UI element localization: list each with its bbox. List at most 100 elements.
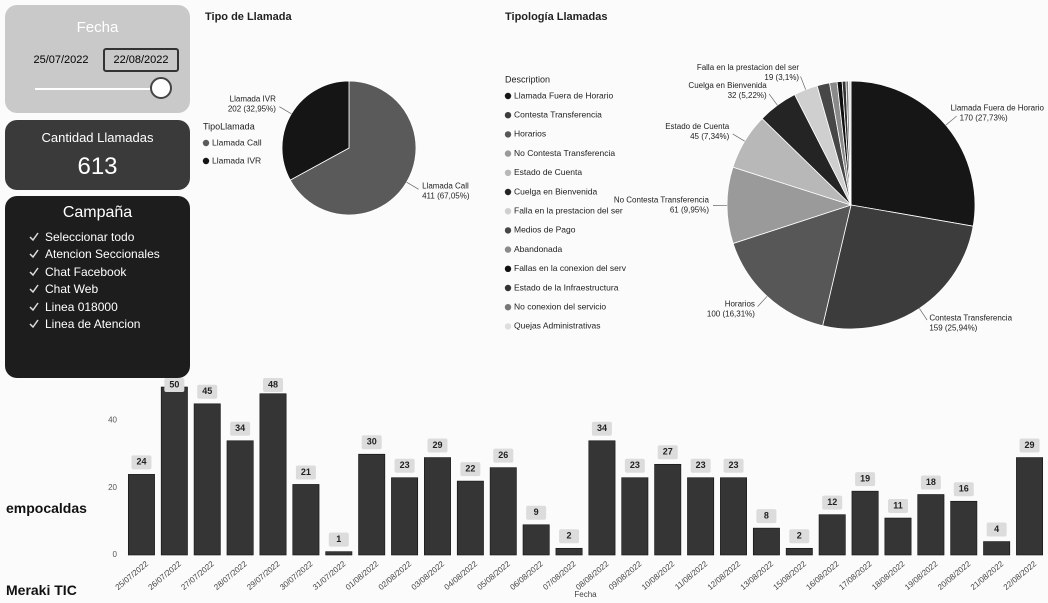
logo: empocaldas	[6, 500, 87, 516]
label-box	[591, 421, 612, 436]
data-label: 45	[202, 386, 212, 396]
x-tick-label: 12/08/2022	[706, 559, 743, 592]
bar	[851, 490, 879, 556]
label-box	[230, 421, 251, 436]
legend-label: No Contesta Transferencia	[514, 148, 615, 158]
bar	[325, 551, 353, 556]
legend-swatch	[504, 208, 512, 215]
bar	[391, 477, 419, 556]
data-label: 100 (16,31%)	[707, 310, 755, 319]
campaign-item[interactable]: Linea 018000	[5, 298, 190, 316]
leader-line	[406, 181, 419, 190]
end-date[interactable]: 22/08/2022	[103, 48, 179, 72]
card-value: 613	[77, 153, 118, 180]
campaign-item[interactable]: Seleccionar todo	[5, 228, 190, 246]
data-label: 29	[1025, 440, 1035, 450]
slider-handle[interactable]	[150, 77, 172, 99]
campaign-title: Campaña	[62, 204, 133, 221]
x-tick-label: 04/08/2022	[443, 559, 480, 592]
label-box	[920, 475, 941, 490]
data-label: 12	[827, 497, 837, 507]
x-tick-label: 11/08/2022	[673, 559, 709, 592]
bar	[687, 477, 715, 556]
x-tick-label: 22/08/2022	[1002, 559, 1039, 592]
leader-line	[800, 76, 807, 90]
y-tick-label: 0	[113, 550, 118, 559]
campaign-item[interactable]: Linea de Atencion	[5, 316, 190, 334]
data-label-name: Llamada Call	[422, 181, 469, 190]
bar	[884, 517, 912, 556]
campaign-item[interactable]: Chat Facebook	[5, 263, 190, 281]
label-box	[394, 458, 415, 473]
label-box	[361, 435, 382, 450]
data-label: 9	[534, 507, 539, 517]
x-tick-label: 06/08/2022	[508, 559, 545, 592]
x-axis-title: Fecha	[574, 590, 597, 599]
campaign-item[interactable]: Atencion Seccionales	[5, 246, 190, 264]
data-label-name: Falla en la prestacion del ser	[697, 63, 800, 72]
data-label: 29	[432, 440, 442, 450]
legend-swatch	[504, 284, 512, 292]
data-label: 19 (3,1%)	[764, 73, 799, 82]
data-label-name: Estado de Cuenta	[665, 122, 730, 131]
chart-title: Tipo de Llamada	[205, 11, 292, 23]
x-tick-label: 17/08/2022	[837, 559, 874, 592]
bar	[950, 500, 978, 556]
legend-label: Quejas Administrativas	[514, 321, 600, 331]
leader-line	[919, 308, 928, 321]
bar	[456, 480, 484, 556]
x-tick-label: 09/08/2022	[607, 559, 644, 592]
bar	[226, 440, 254, 556]
x-tick-label: 31/07/2022	[311, 559, 348, 592]
legend-label: Medios de Pago	[514, 225, 576, 235]
chart-title: Tipología Llamadas	[505, 11, 608, 23]
x-tick-label: 07/08/2022	[541, 559, 578, 592]
x-tick-label: 26/07/2022	[147, 559, 184, 592]
date-filter: Fecha 25/07/2022 22/08/2022	[5, 5, 190, 113]
data-label-name: Llamada Fuera de Horario	[951, 104, 1045, 113]
data-label: 2	[567, 531, 572, 541]
data-label: 18	[926, 477, 936, 487]
bar	[259, 393, 287, 556]
data-label: 23	[729, 460, 739, 470]
x-tick-label: 29/07/2022	[245, 559, 282, 592]
bar	[588, 440, 616, 556]
data-label: 32 (5,22%)	[728, 91, 767, 100]
data-label: 50	[169, 379, 179, 389]
label-box	[1019, 438, 1040, 453]
card-title: Cantidad Llamadas	[41, 130, 154, 145]
legend-swatch	[504, 227, 512, 234]
bar	[917, 494, 945, 556]
label-box	[526, 505, 547, 520]
checkmark	[29, 249, 39, 259]
data-label: 45 (7,34%)	[690, 132, 729, 141]
data-label-name: Cuelga en Bienvenida	[688, 81, 767, 90]
campaign-filter: Campaña Seleccionar todo Atencion Seccion…	[5, 196, 190, 378]
x-tick-label: 15/08/2022	[771, 559, 808, 592]
data-label-name: Llamada IVR	[230, 95, 276, 104]
data-label-name: Contesta Transferencia	[929, 314, 1012, 323]
data-label: 34	[597, 423, 607, 433]
bar	[292, 484, 320, 556]
x-tick-label: 08/08/2022	[574, 559, 611, 592]
bar	[522, 524, 550, 556]
x-tick-label: 21/08/2022	[969, 559, 1006, 592]
label-box	[197, 384, 218, 399]
label-box	[887, 499, 908, 514]
start-date[interactable]: 25/07/2022	[33, 54, 89, 66]
data-label: 48	[268, 379, 278, 389]
data-label: 23	[630, 460, 640, 470]
logo: Meraki TIC	[6, 582, 77, 598]
data-label: 27	[663, 447, 673, 457]
x-tick-label: 01/08/2022	[344, 559, 381, 592]
data-label: 4	[994, 524, 999, 534]
checkmark	[29, 267, 39, 276]
data-label: 23	[400, 460, 410, 470]
campaign-item[interactable]: Chat Web	[5, 281, 190, 299]
label-box	[624, 458, 645, 473]
data-label: 34	[235, 423, 245, 433]
leader-line	[945, 115, 957, 126]
checkmark	[29, 319, 39, 329]
